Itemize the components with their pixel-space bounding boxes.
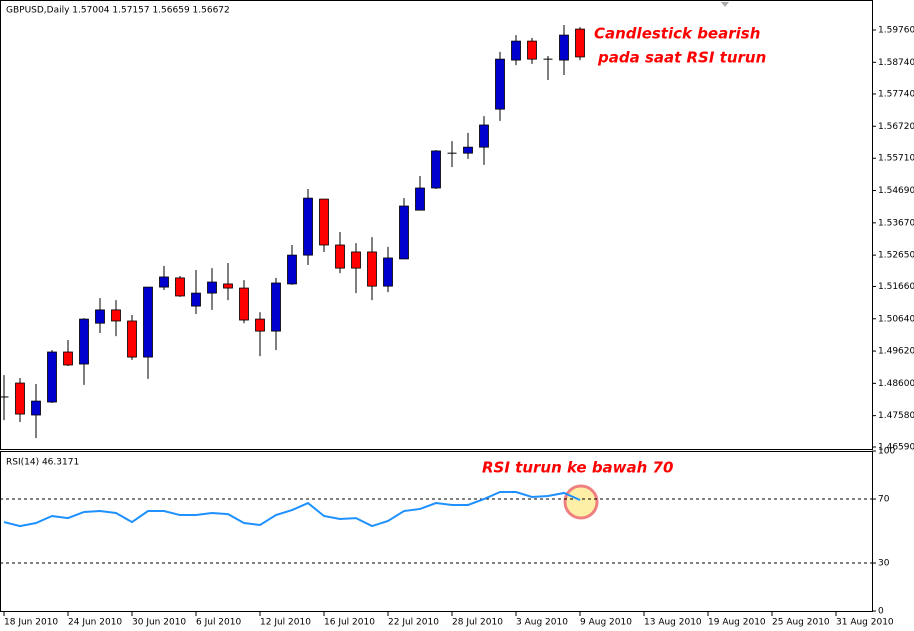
y-tick-label: 30 bbox=[878, 559, 890, 569]
y-tick-label: 70 bbox=[878, 495, 890, 505]
y-tick-label: 1.48600 bbox=[878, 379, 914, 389]
x-tick-label: 18 Jun 2010 bbox=[4, 618, 58, 628]
annotation: Candlestick bearish bbox=[594, 25, 760, 43]
y-tick-label: 1.55710 bbox=[878, 154, 914, 164]
candle-body bbox=[255, 318, 265, 332]
candle-body bbox=[15, 382, 25, 415]
y-tick-label: 1.57740 bbox=[878, 89, 914, 99]
candle-body bbox=[47, 351, 57, 403]
candle-body bbox=[303, 197, 313, 256]
candle-body bbox=[319, 198, 329, 246]
x-tick-label: 9 Aug 2010 bbox=[580, 618, 632, 628]
candle-body bbox=[239, 287, 249, 321]
candle-body bbox=[383, 257, 393, 287]
candle-body bbox=[575, 28, 585, 58]
x-tick-label: 19 Aug 2010 bbox=[708, 618, 766, 628]
y-tick-label: 0 bbox=[878, 607, 884, 617]
y-tick-label: 1.47580 bbox=[878, 411, 914, 421]
candle-body bbox=[367, 251, 377, 287]
y-tick-label: 1.53670 bbox=[878, 218, 914, 228]
shift-marker bbox=[721, 2, 729, 7]
x-tick-label: 12 Jul 2010 bbox=[260, 618, 311, 628]
x-tick-label: 16 Jul 2010 bbox=[324, 618, 375, 628]
candle-body bbox=[63, 351, 73, 366]
candle-body bbox=[351, 251, 361, 269]
main-panel bbox=[0, 0, 873, 450]
x-tick-label: 22 Jul 2010 bbox=[388, 618, 439, 628]
y-tick-label: 1.59760 bbox=[878, 26, 914, 36]
candle-body bbox=[463, 146, 473, 154]
rsi-panel bbox=[0, 451, 873, 612]
y-tick-label: 1.52650 bbox=[878, 251, 914, 261]
x-tick-label: 3 Aug 2010 bbox=[516, 618, 568, 628]
candle-body bbox=[159, 276, 169, 288]
candle-body bbox=[143, 286, 153, 358]
x-tick-label: 25 Aug 2010 bbox=[772, 618, 830, 628]
y-tick-label: 100 bbox=[878, 447, 895, 457]
candle-body bbox=[527, 40, 537, 60]
rsi-title: RSI(14) 46.3171 bbox=[6, 458, 79, 468]
y-tick-label: 1.49620 bbox=[878, 347, 914, 357]
candle-body bbox=[95, 309, 105, 324]
candle-body bbox=[431, 150, 441, 189]
x-tick-label: 13 Aug 2010 bbox=[644, 618, 702, 628]
candle-body bbox=[191, 292, 201, 307]
annotation: RSI turun ke bawah 70 bbox=[482, 459, 673, 477]
candle-body bbox=[223, 283, 233, 289]
candle-body bbox=[559, 34, 569, 61]
rsi-line bbox=[3, 491, 581, 528]
candle-body bbox=[31, 400, 41, 416]
candle-body bbox=[175, 277, 185, 297]
y-tick-label: 1.46590 bbox=[878, 442, 914, 452]
candle-body bbox=[287, 254, 297, 285]
candle-body bbox=[495, 58, 505, 110]
y-tick-label: 1.54690 bbox=[878, 186, 914, 196]
candle-body bbox=[207, 281, 217, 294]
y-tick-label: 1.58740 bbox=[878, 58, 914, 68]
candle-body bbox=[271, 282, 281, 332]
x-tick-label: 30 Jun 2010 bbox=[132, 618, 186, 628]
highlight-circle bbox=[563, 484, 599, 520]
x-tick-label: 31 Aug 2010 bbox=[836, 618, 894, 628]
x-tick-label: 24 Jun 2010 bbox=[68, 618, 122, 628]
candle-body bbox=[127, 320, 137, 358]
annotation: pada saat RSI turun bbox=[597, 49, 766, 67]
candle-body bbox=[79, 318, 89, 365]
candle-body bbox=[511, 40, 521, 61]
y-tick-label: 1.56720 bbox=[878, 122, 914, 132]
candle-body bbox=[335, 244, 345, 269]
x-tick-label: 6 Jul 2010 bbox=[196, 618, 241, 628]
candle-body bbox=[415, 187, 425, 211]
x-tick-label: 28 Jul 2010 bbox=[452, 618, 503, 628]
y-tick-label: 1.51660 bbox=[878, 282, 914, 292]
chart-title: GBPUSD,Daily 1.57004 1.57157 1.56659 1.5… bbox=[6, 6, 230, 16]
y-tick-label: 1.50640 bbox=[878, 314, 914, 324]
candle-body bbox=[111, 309, 121, 322]
candle-body bbox=[479, 124, 489, 148]
candle-body bbox=[399, 205, 409, 260]
